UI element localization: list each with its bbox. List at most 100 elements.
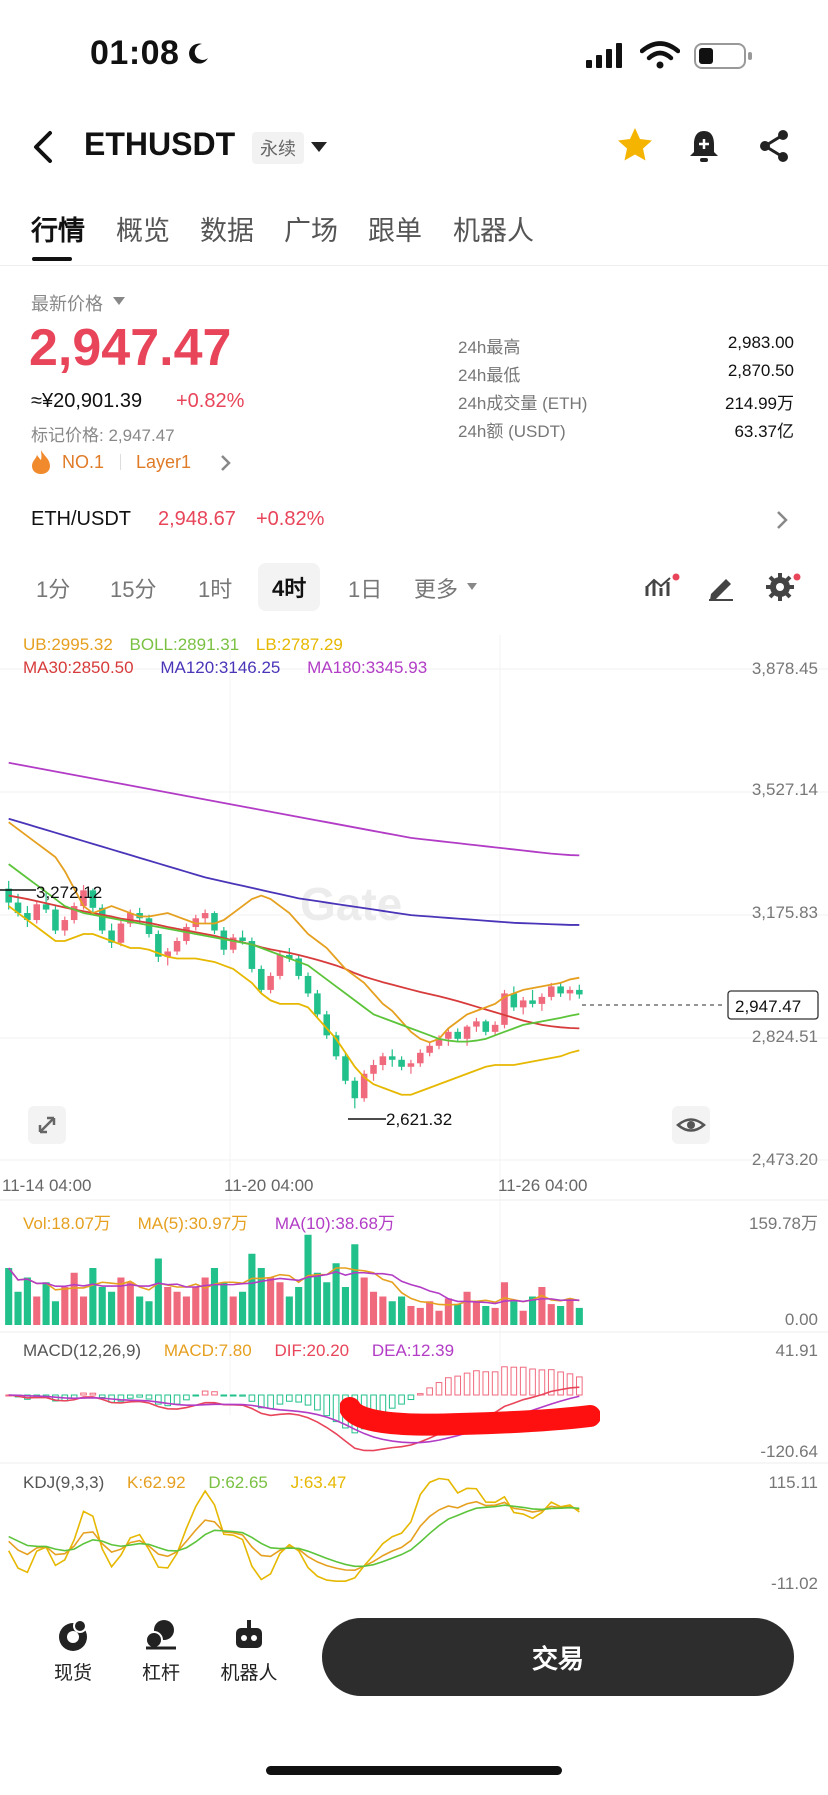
visibility-button[interactable] — [672, 1106, 710, 1144]
macd-histogram — [220, 1394, 228, 1397]
macd-histogram — [267, 1394, 274, 1409]
volume-bar — [51, 1301, 60, 1325]
macd-histogram — [547, 1369, 555, 1396]
tab-bot[interactable]: 机器人 — [453, 216, 534, 246]
last-price: 2,947.47 — [29, 319, 232, 377]
timeframe-15m[interactable]: 15分 — [110, 577, 157, 602]
vol-ma10-line — [8, 1267, 580, 1305]
kdj-d: D:62.65 — [208, 1473, 268, 1492]
macd-histogram — [407, 1394, 415, 1401]
cny-price: ≈¥20,901.39 — [31, 390, 143, 412]
rank-badge[interactable]: NO.1 — [62, 452, 105, 472]
margin-icon — [145, 1620, 176, 1650]
timeframe-1h[interactable]: 1时 — [198, 577, 233, 602]
spot-icon — [59, 1619, 87, 1651]
candle — [566, 989, 574, 994]
vol-ma5: MA(5):30.97万 — [137, 1214, 249, 1233]
macd-histogram — [229, 1394, 237, 1397]
tab-market[interactable]: 行情 — [31, 216, 85, 246]
candle — [80, 890, 87, 907]
status-bar: 01:08 — [0, 0, 828, 100]
tab-copy-trade[interactable]: 跟单 — [368, 216, 422, 246]
fullscreen-button[interactable] — [28, 1106, 66, 1144]
ma30-line — [8, 894, 580, 1030]
nav-margin[interactable]: 杠杆 — [136, 1618, 186, 1685]
volume-bar — [229, 1296, 237, 1325]
candle — [108, 930, 115, 943]
spot-pair-row[interactable]: ETH/USDT 2,948.67 +0.82% — [0, 500, 828, 542]
kdj-axis-label: -11.02 — [771, 1574, 818, 1593]
volume-bar — [491, 1307, 499, 1325]
macd-histogram — [332, 1394, 340, 1423]
volume-bar — [126, 1282, 134, 1325]
dropdown-icon[interactable] — [310, 140, 328, 154]
macd-histogram — [576, 1376, 583, 1396]
chevron-right-icon[interactable] — [220, 454, 232, 472]
candle — [33, 904, 41, 921]
tab-square[interactable]: 广场 — [284, 216, 338, 246]
timeframe-1d[interactable]: 1日 — [348, 577, 383, 602]
candle — [473, 1021, 480, 1027]
timeframe-more[interactable]: 更多 — [414, 577, 459, 602]
candle — [42, 904, 50, 910]
candle — [454, 1031, 461, 1039]
symbol-title[interactable]: ETHUSDT — [84, 126, 236, 162]
moon-icon — [189, 43, 208, 64]
volume-bar — [388, 1301, 396, 1325]
candle — [295, 958, 302, 976]
macd-histogram — [183, 1394, 190, 1401]
volume-bar — [379, 1296, 387, 1325]
volume-bar — [117, 1277, 125, 1325]
draw-pencil-icon[interactable] — [706, 572, 736, 602]
nav-spot[interactable]: 现货 — [48, 1618, 98, 1685]
price-change: +0.82% — [176, 390, 245, 412]
share-icon[interactable] — [757, 128, 791, 164]
settings-gear-icon[interactable] — [766, 572, 802, 602]
tab-data[interactable]: 数据 — [200, 216, 254, 246]
macd-histogram — [80, 1392, 87, 1396]
tab-overview[interactable]: 概览 — [116, 216, 170, 246]
home-indicator — [266, 1766, 562, 1775]
timeframe-1m[interactable]: 1分 — [36, 577, 71, 602]
nav-bot[interactable]: 机器人 — [218, 1618, 280, 1685]
kdj-d-line — [8, 1504, 580, 1568]
caret-down-icon — [113, 297, 125, 305]
ma30-value: MA30:2850.50 — [23, 658, 134, 677]
macd-histogram — [155, 1394, 162, 1405]
volume-bar — [416, 1307, 424, 1325]
price-axis-label: 3,175.83 — [751, 903, 818, 922]
alert-bell-icon[interactable] — [687, 128, 721, 164]
vol-axis-label: 159.78万 — [749, 1214, 818, 1233]
kline-chart[interactable]: Gate 3,272.12 2,621.32 2,947.47 — [0, 625, 828, 1625]
macd-histogram — [89, 1392, 97, 1396]
nav-margin-label: 杠杆 — [141, 1663, 180, 1684]
macd-histogram — [519, 1366, 527, 1396]
macd-histogram — [463, 1372, 471, 1396]
candle — [211, 913, 218, 931]
candle — [491, 1024, 499, 1032]
volume-bar — [369, 1291, 378, 1325]
latest-price-label[interactable]: 最新价格 — [31, 294, 103, 314]
favorite-star-icon[interactable] — [616, 126, 654, 164]
macd-value: MACD:7.80 — [163, 1341, 252, 1360]
candle — [314, 993, 321, 1015]
active-tab-indicator — [32, 257, 72, 261]
macd-histogram — [164, 1394, 172, 1407]
candle — [482, 1021, 490, 1032]
timeframe-4h[interactable]: 4时 — [258, 563, 321, 611]
current-price-box — [727, 990, 819, 1020]
category-badge[interactable]: Layer1 — [136, 452, 192, 472]
candle — [332, 1035, 340, 1057]
trade-button[interactable]: 交易 — [322, 1618, 794, 1696]
macd-dea: DEA:12.39 — [371, 1341, 455, 1360]
indicator-icon[interactable] — [644, 572, 680, 602]
price-axis-label: 3,878.45 — [751, 659, 818, 678]
mark-price: 标记价格: 2,947.47 — [31, 426, 175, 445]
volume-bar — [220, 1282, 228, 1325]
trade-button-label: 交易 — [531, 1643, 584, 1674]
back-icon[interactable] — [30, 130, 58, 164]
divider — [120, 454, 121, 470]
gate-watermark: Gate — [300, 878, 402, 930]
candle — [576, 989, 583, 995]
volume-bar — [304, 1234, 312, 1325]
